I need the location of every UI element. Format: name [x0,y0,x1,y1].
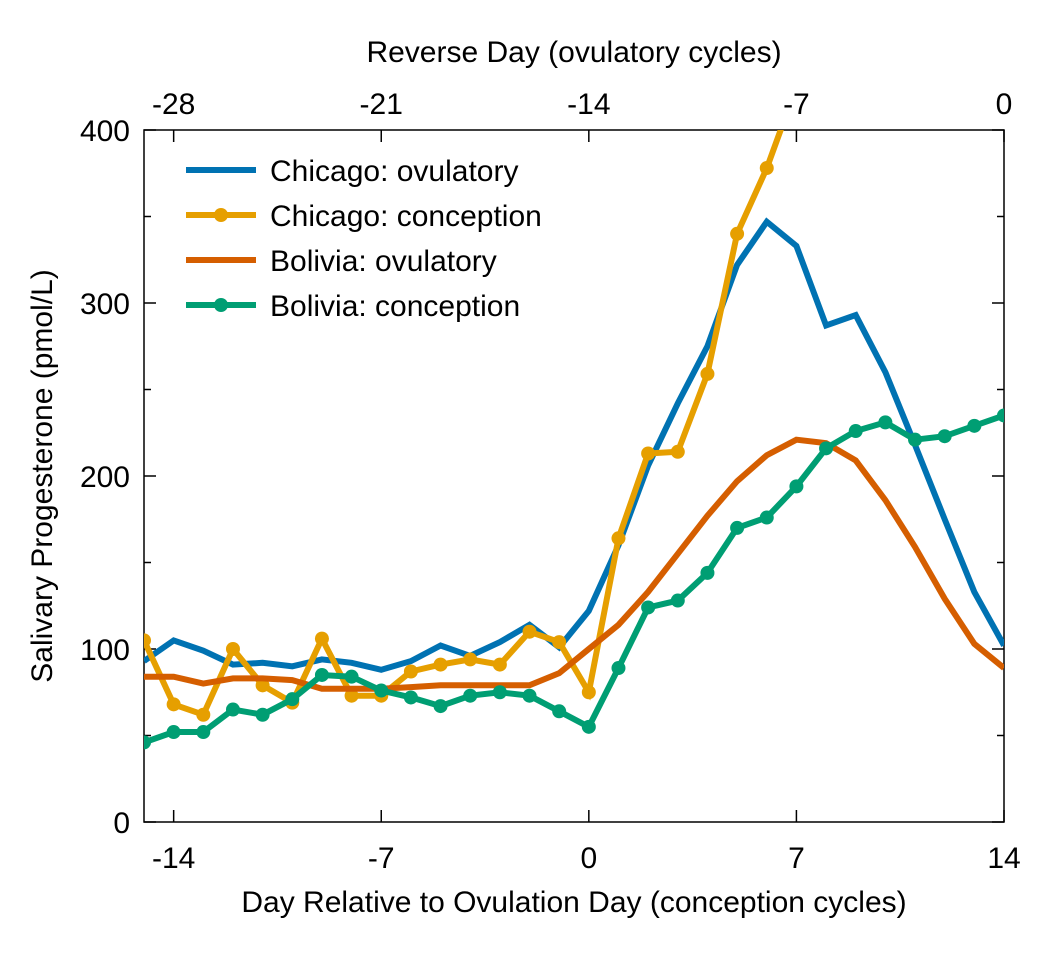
x2-tick-label: 0 [996,88,1013,121]
data-point [196,708,210,722]
data-point [730,227,744,241]
data-point [582,720,596,734]
series-bolivia-conception [137,408,1011,749]
data-point [463,689,477,703]
y-axis-title: Salivary Progesterone (pmol/L) [26,269,59,683]
x2-axis-title: Reverse Day (ovulatory cycles) [366,36,781,69]
legend-label: Bolivia: conception [270,290,520,323]
data-point [760,161,774,175]
tick-labels: -14 -7 0 7 14 -28 -21 -14 -7 0 0 100 200 300 400 [80,88,1021,875]
x2-tick-label: -7 [783,88,810,121]
data-series [137,80,1011,750]
data-point [878,415,892,429]
data-point [760,511,774,525]
data-point [523,689,537,703]
data-point [404,664,418,678]
data-point [789,479,803,493]
data-point [967,419,981,433]
data-point [997,408,1011,422]
x2-tick-label: -28 [152,88,195,121]
x2-tick-label: -21 [360,88,403,121]
data-point [285,692,299,706]
legend-item: Chicago: conception [186,200,542,233]
legend-item: Bolivia: ovulatory [186,245,497,278]
legend: Chicago: ovulatory Chicago: conception Bol… [186,155,542,323]
legend-marker [214,298,228,312]
data-point [374,684,388,698]
series-line [144,222,1004,670]
data-point [404,690,418,704]
y-tick-label: 400 [80,115,130,148]
data-point [552,635,566,649]
x2-tick-label: -14 [567,88,610,121]
data-point [552,704,566,718]
data-point [463,652,477,666]
y-tick-label: 0 [113,807,130,840]
data-point [938,429,952,443]
data-point [345,670,359,684]
series-line [144,440,1004,689]
data-point [641,600,655,614]
x-tick-label: 0 [580,842,597,875]
data-point [582,685,596,699]
legend-label: Bolivia: ovulatory [270,245,497,278]
data-point [671,594,685,608]
data-point [315,632,329,646]
data-point [908,433,922,447]
data-point [226,703,240,717]
data-point [434,658,448,672]
data-point [493,685,507,699]
x-tick-label: 14 [987,842,1020,875]
data-point [434,699,448,713]
data-point [523,625,537,639]
data-point [700,367,714,381]
data-point [819,441,833,455]
legend-item: Bolivia: conception [186,290,520,323]
x-axis-title: Day Relative to Ovulation Day (conceptio… [241,886,906,919]
data-point [137,633,151,647]
legend-marker [214,208,228,222]
y-tick-label: 100 [80,634,130,667]
data-point [700,566,714,580]
data-point [315,668,329,682]
x-tick-label: -7 [368,842,395,875]
data-point [196,725,210,739]
x-tick-label: -14 [152,842,195,875]
y-tick-label: 300 [80,288,130,321]
data-point [493,658,507,672]
data-point [671,445,685,459]
data-point [226,642,240,656]
legend-item: Chicago: ovulatory [186,155,518,188]
legend-label: Chicago: ovulatory [270,155,518,188]
data-point [849,424,863,438]
data-point [167,725,181,739]
y-tick-label: 200 [80,461,130,494]
x-tick-label: 7 [788,842,805,875]
series-chicago-ovulatory [144,222,1004,670]
progesterone-line-chart: -14 -7 0 7 14 -28 -21 -14 -7 0 0 100 200 300 400 Day R… [0,0,1061,956]
legend-label: Chicago: conception [270,200,542,233]
data-point [611,661,625,675]
data-point [167,697,181,711]
data-point [137,735,151,749]
data-point [611,531,625,545]
series-bolivia-ovulatory [144,440,1004,689]
data-point [256,708,270,722]
data-point [730,521,744,535]
data-point [641,447,655,461]
